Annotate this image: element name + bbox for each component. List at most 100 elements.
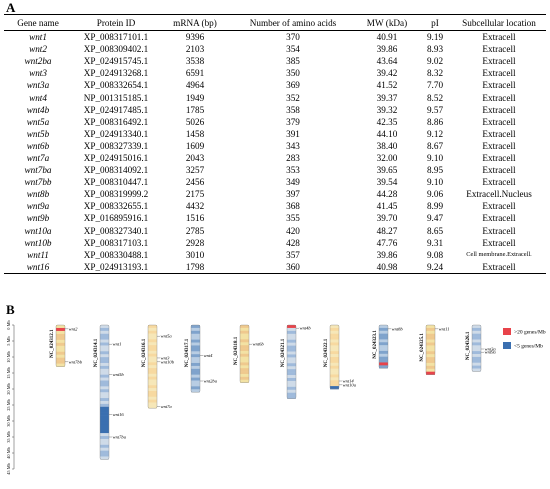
amino-acids-cell: 358 bbox=[286, 104, 300, 115]
chromosome-band bbox=[472, 368, 481, 372]
chromosome-band bbox=[379, 345, 388, 349]
amino-acids-cell: 369 bbox=[286, 80, 300, 91]
chromosome-NC_024326.1 bbox=[471, 324, 482, 372]
gene-label-wnt7bb: wnt7bb bbox=[69, 359, 83, 364]
protein-id-cell: XP_024913340.1 bbox=[83, 128, 149, 139]
chromosome-band bbox=[100, 398, 109, 402]
mw-cell: 48.27 bbox=[376, 225, 398, 236]
chromosome-band bbox=[100, 357, 109, 361]
chromosome-band bbox=[100, 427, 109, 431]
protein-id-cell: XP_024915016.1 bbox=[83, 152, 149, 163]
chromosome-band bbox=[240, 368, 249, 372]
table-row: wnt9a XP_008332655.1 4432 368 41.45 8.99 Extra… bbox=[4, 200, 546, 212]
amino-acids-cell: 350 bbox=[286, 68, 300, 79]
chromosome-band bbox=[100, 392, 109, 396]
chromosome-band bbox=[191, 351, 200, 355]
chromosome-band bbox=[56, 342, 65, 347]
mrna-cell: 6591 bbox=[185, 68, 205, 79]
chromosome-band bbox=[148, 373, 157, 377]
chromosome-band bbox=[100, 403, 109, 408]
amino-acids-cell: 397 bbox=[286, 189, 300, 200]
location-cell: Extracell bbox=[482, 68, 516, 79]
chromosome-band bbox=[100, 368, 109, 373]
chromosome-band bbox=[472, 333, 481, 337]
chromosome-band bbox=[100, 395, 109, 399]
chromosome-band bbox=[287, 389, 296, 394]
mw-cell: 39.32 bbox=[376, 104, 398, 115]
chromosome-band bbox=[100, 380, 109, 384]
pi-cell: 9.10 bbox=[426, 177, 444, 188]
chromosome-band bbox=[330, 327, 339, 332]
chromosome-NC_024314.1 bbox=[99, 324, 110, 460]
pi-cell: 9.08 bbox=[426, 249, 444, 260]
chromosome-band bbox=[100, 441, 109, 446]
chromosome-band bbox=[56, 330, 65, 335]
chromosome-label: NC_024321.1 bbox=[281, 338, 286, 367]
mw-cell: 39.37 bbox=[376, 92, 398, 103]
mrna-cell: 4964 bbox=[185, 80, 205, 91]
chromosome-band bbox=[148, 336, 157, 340]
gene-label-wnt11: wnt11 bbox=[439, 326, 450, 331]
chromosome-band bbox=[330, 348, 339, 352]
gene-label-wnt10a: wnt10a bbox=[343, 382, 357, 387]
chromosome-band bbox=[100, 430, 109, 434]
protein-id-cell: XP_024913268.1 bbox=[83, 68, 149, 79]
mw-cell: 44.10 bbox=[376, 128, 398, 139]
chromosome-band bbox=[191, 383, 200, 387]
gene-name-cell: wnt16 bbox=[4, 260, 72, 274]
chromosome-band bbox=[330, 333, 339, 337]
chromosome-band bbox=[472, 365, 481, 369]
protein-id-cell: XP_008327339.1 bbox=[83, 140, 149, 151]
amino-acids-cell: 360 bbox=[230, 260, 356, 274]
amino-acids-cell: 352 bbox=[286, 92, 300, 103]
chromosome-band bbox=[56, 336, 65, 341]
chromosome-band bbox=[100, 450, 109, 454]
chromosome-band bbox=[379, 330, 388, 334]
chromosome-band bbox=[287, 366, 296, 370]
panel-a-label: A bbox=[6, 0, 16, 15]
chromosome-band bbox=[148, 362, 157, 366]
chromosome-band bbox=[56, 333, 65, 338]
chromosome-band bbox=[56, 363, 65, 367]
chromosome-band bbox=[379, 362, 388, 366]
pi-cell: 8.52 bbox=[426, 92, 444, 103]
chromosome-band bbox=[100, 447, 109, 451]
amino-acids-cell: 354 bbox=[286, 44, 300, 55]
header-protein-id: Protein ID bbox=[72, 14, 160, 31]
chromosome-band bbox=[287, 375, 296, 379]
chromosome-label: NC_024325.1 bbox=[420, 333, 425, 362]
gene-name-cell: wnt3 bbox=[29, 68, 47, 79]
chromosome-label: NC_024322.1 bbox=[324, 338, 329, 367]
chromosome-band bbox=[472, 336, 481, 340]
mrna-cell: 2456 bbox=[185, 177, 205, 188]
location-cell: Extracell.Nucleus bbox=[466, 189, 532, 200]
chromosome-band bbox=[56, 354, 65, 358]
chromosome-band bbox=[472, 345, 481, 349]
chromosome-band bbox=[191, 327, 200, 332]
chromosome-band bbox=[100, 421, 109, 425]
pi-cell: 8.99 bbox=[426, 201, 444, 212]
chromosome-band bbox=[240, 373, 249, 378]
chromosome-band bbox=[240, 333, 249, 337]
chromosome-band bbox=[100, 354, 109, 358]
protein-id-cell: XP_024917485.1 bbox=[83, 104, 149, 115]
chromosome-band bbox=[100, 327, 109, 332]
amino-acids-cell: 343 bbox=[286, 140, 300, 151]
chromosome-band bbox=[379, 325, 388, 329]
chromosome-band bbox=[240, 371, 249, 375]
mrna-cell: 1798 bbox=[160, 260, 230, 274]
chromosome-band bbox=[379, 356, 388, 360]
chromosome-band bbox=[148, 325, 157, 329]
gene-name-cell: wnt5b bbox=[26, 128, 50, 139]
chromosome-band bbox=[148, 347, 157, 352]
chromosome-band bbox=[240, 336, 249, 340]
table-row: wnt3a XP_008332654.1 4964 369 41.52 7.70 Extra… bbox=[4, 79, 546, 91]
location-cell: Extracell bbox=[482, 44, 516, 55]
chromosome-NC_024318.1 bbox=[239, 324, 250, 383]
protein-id-cell: XP_008327340.1 bbox=[83, 225, 149, 236]
pi-cell: 8.65 bbox=[426, 225, 444, 236]
pi-cell: 8.67 bbox=[426, 140, 444, 151]
chromosome-band bbox=[148, 342, 157, 346]
protein-id-cell: XP_024915745.1 bbox=[83, 56, 149, 67]
